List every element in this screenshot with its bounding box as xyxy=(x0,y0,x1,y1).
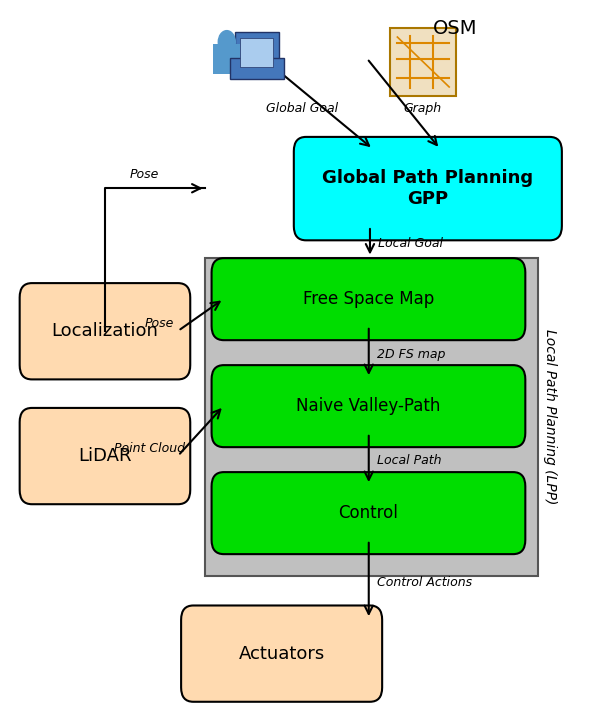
Text: Local Goal: Local Goal xyxy=(378,238,443,251)
FancyBboxPatch shape xyxy=(181,606,382,702)
Text: LiDAR: LiDAR xyxy=(78,447,132,465)
FancyBboxPatch shape xyxy=(212,472,525,554)
FancyBboxPatch shape xyxy=(206,258,537,576)
FancyBboxPatch shape xyxy=(212,365,525,448)
Text: Localization: Localization xyxy=(51,322,159,340)
Text: Free Space Map: Free Space Map xyxy=(303,290,434,308)
Text: Control Actions: Control Actions xyxy=(376,576,472,589)
Text: Actuators: Actuators xyxy=(239,644,325,662)
Ellipse shape xyxy=(218,31,236,54)
FancyBboxPatch shape xyxy=(212,258,525,340)
Text: Graph: Graph xyxy=(403,102,442,115)
Text: Control: Control xyxy=(338,504,398,522)
FancyBboxPatch shape xyxy=(20,283,190,379)
FancyBboxPatch shape xyxy=(230,59,284,79)
FancyBboxPatch shape xyxy=(20,408,190,504)
Text: OSM: OSM xyxy=(433,19,477,38)
Text: Global Goal: Global Goal xyxy=(266,102,338,115)
Text: Global Path Planning
GPP: Global Path Planning GPP xyxy=(323,169,534,208)
FancyBboxPatch shape xyxy=(240,39,273,67)
FancyBboxPatch shape xyxy=(214,44,240,74)
Text: Pose: Pose xyxy=(144,317,174,330)
FancyBboxPatch shape xyxy=(294,137,562,241)
Text: 2D FS map: 2D FS map xyxy=(376,348,445,361)
FancyBboxPatch shape xyxy=(390,29,457,95)
Text: Local Path Planning (LPP): Local Path Planning (LPP) xyxy=(543,329,557,504)
Text: Naive Valley-Path: Naive Valley-Path xyxy=(296,397,441,415)
Text: Point Cloud: Point Cloud xyxy=(114,442,185,455)
Text: Local Path: Local Path xyxy=(376,454,441,468)
Text: Pose: Pose xyxy=(129,168,159,181)
FancyBboxPatch shape xyxy=(235,32,278,72)
